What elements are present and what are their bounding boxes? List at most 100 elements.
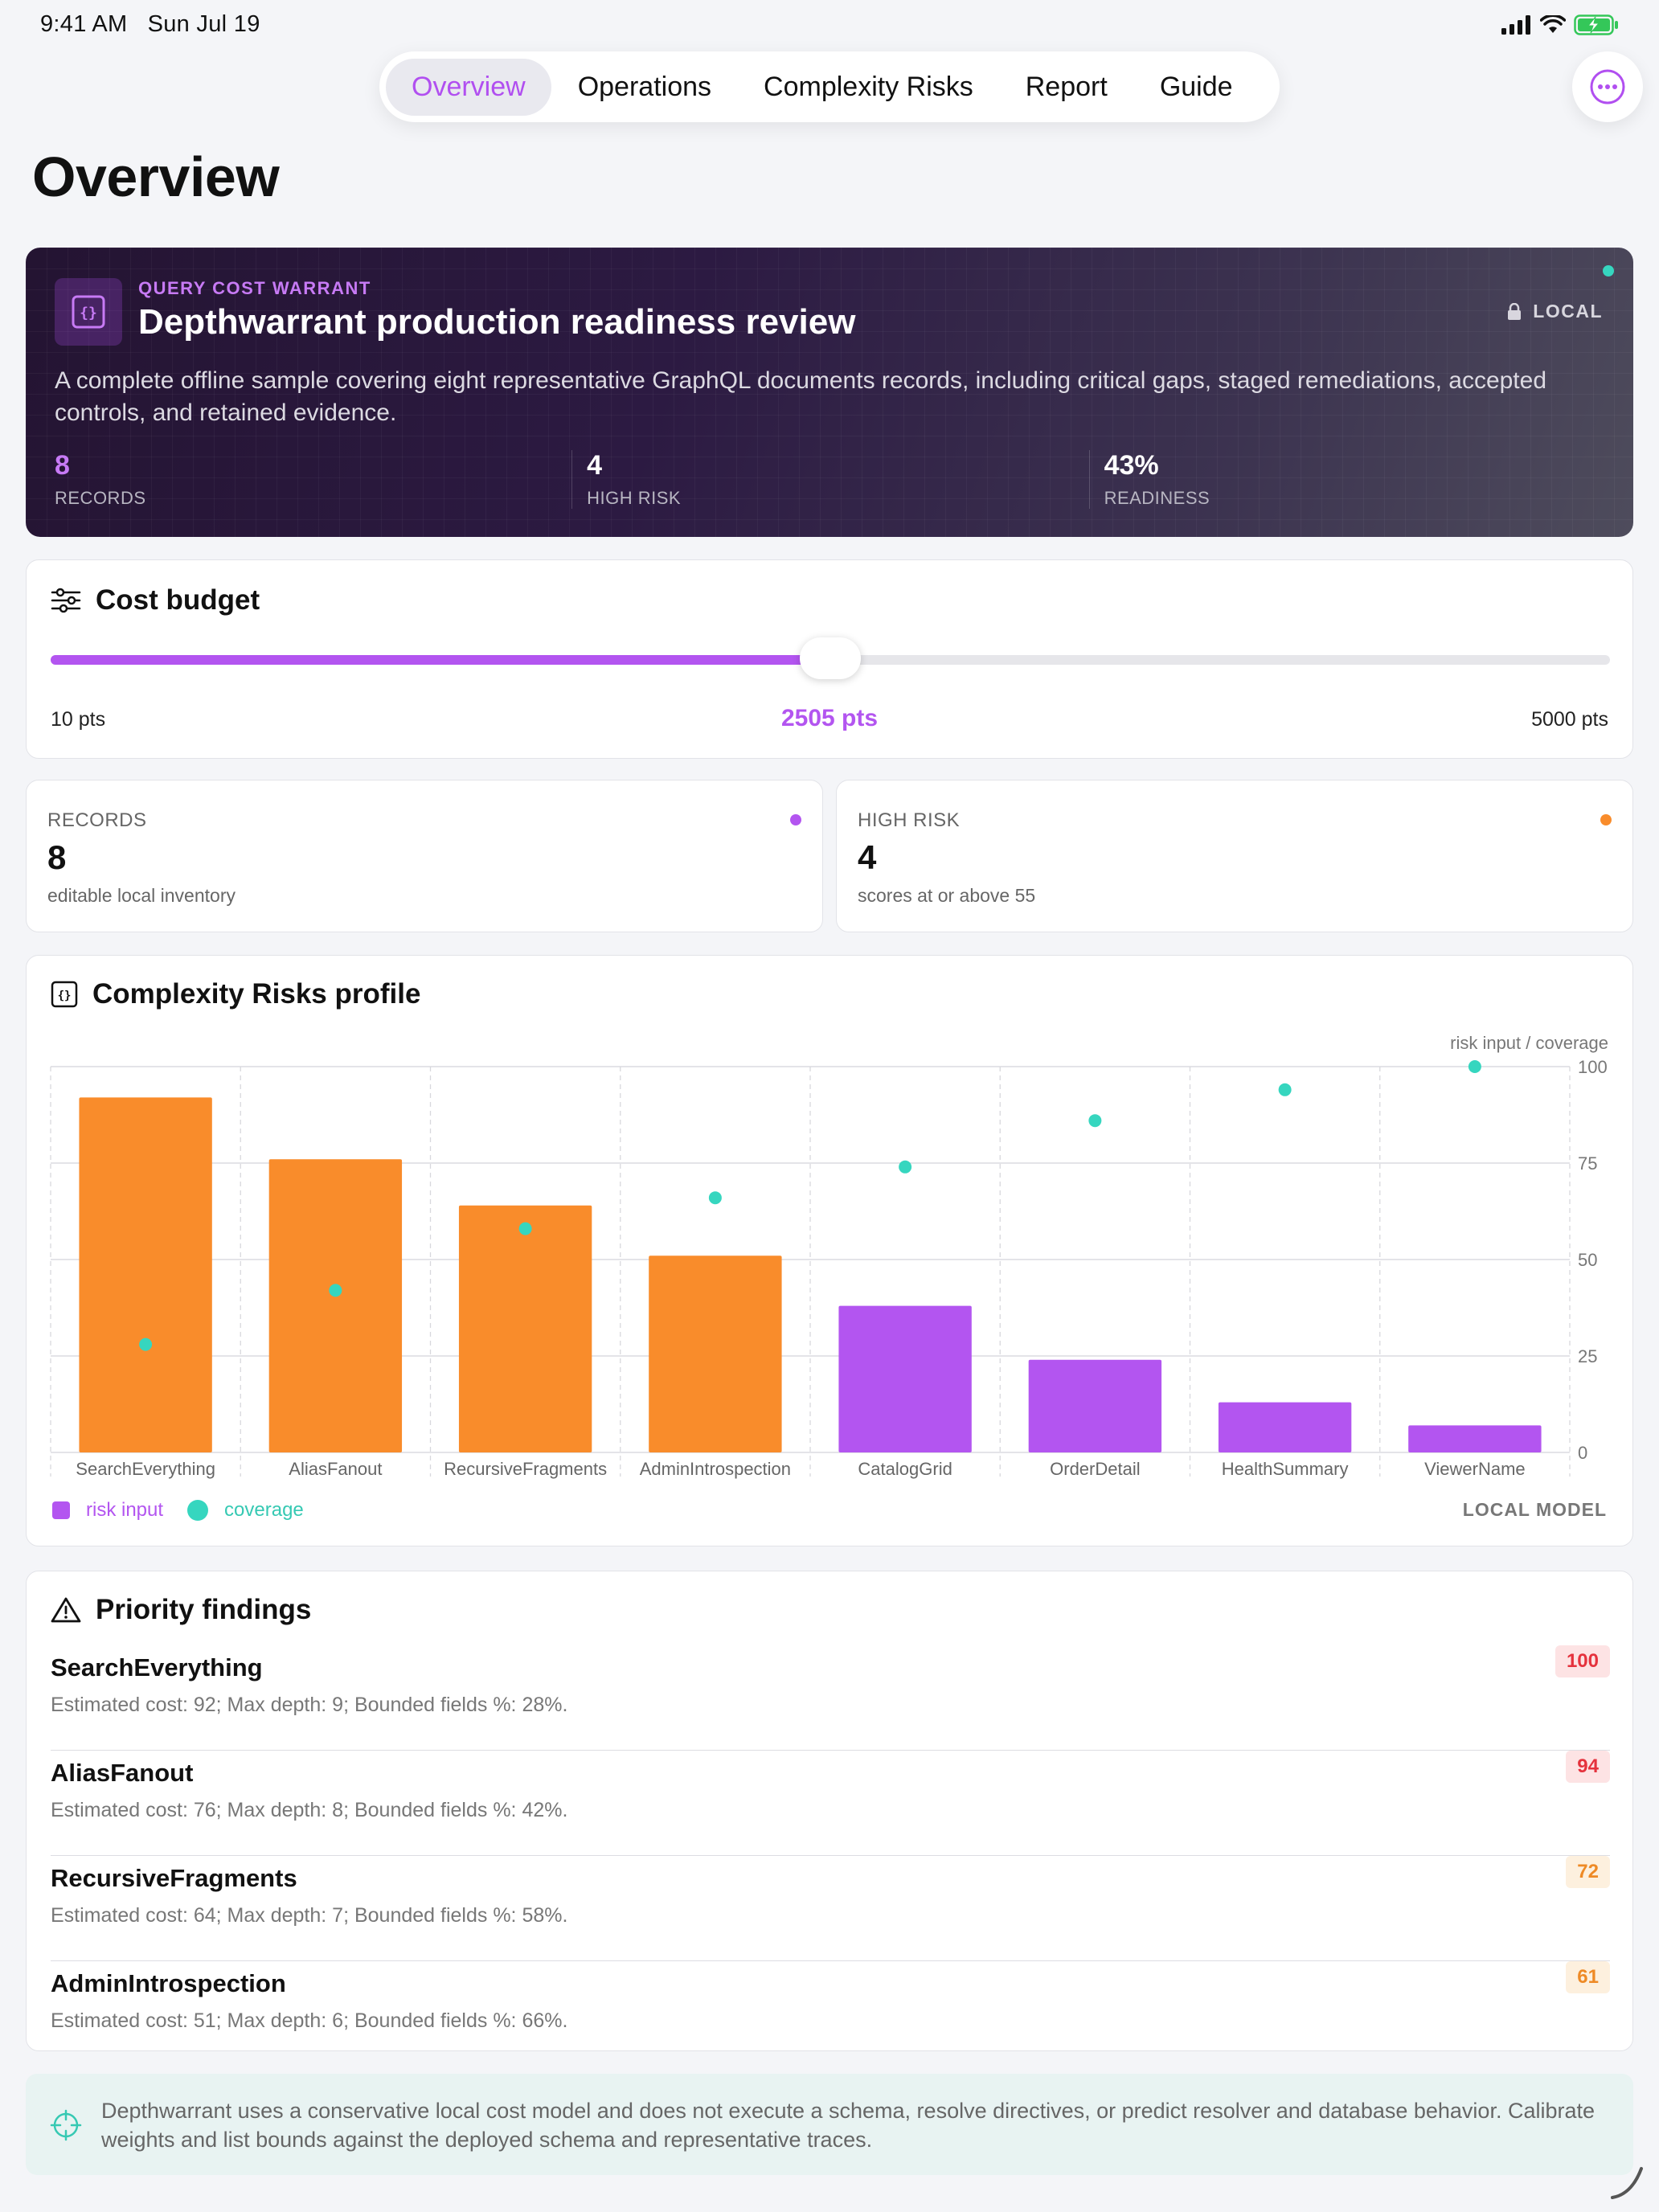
tab-complexity-risks[interactable]: Complexity Risks — [764, 71, 973, 102]
code-braces-icon: {} — [51, 981, 78, 1008]
finding-score-badge: 94 — [1566, 1751, 1610, 1783]
hero-stat-value: 43% — [1104, 450, 1159, 481]
tab-bar: Overview Operations Complexity Risks Rep… — [379, 51, 1280, 122]
coverage-point-CatalogGrid — [899, 1160, 912, 1174]
y-tick-label: 75 — [1578, 1153, 1597, 1174]
tab-guide[interactable]: Guide — [1159, 71, 1233, 102]
priority-findings-card: Priority findings SearchEverything Estim… — [26, 1571, 1633, 2051]
finding-row[interactable]: AliasFanout Estimated cost: 76; Max dept… — [51, 1751, 1610, 1856]
hero-stat-value: 8 — [55, 450, 70, 481]
tab-report[interactable]: Report — [1025, 71, 1108, 102]
hero-description: A complete offline sample covering eight… — [55, 367, 1547, 426]
cost-budget-title: Cost budget — [96, 584, 260, 616]
complexity-risks-chart: risk input / coverage 0 25 50 75 100 SearchEve… — [50, 1033, 1608, 1479]
status-icons — [1501, 14, 1619, 35]
stat-label: HIGH RISK — [858, 809, 961, 831]
bar-AdminIntrospection — [649, 1256, 782, 1452]
coverage-point-SearchEverything — [139, 1337, 153, 1351]
status-clock: 9:41 AM — [40, 11, 128, 37]
budget-current-value: 2505 pts — [780, 705, 879, 731]
stat-value: 8 — [47, 838, 67, 876]
budget-slider-fill — [51, 655, 830, 665]
resize-handle-icon[interactable] — [1608, 2162, 1648, 2202]
divider — [51, 1750, 1610, 1751]
x-tick-label: AdminIntrospection — [640, 1459, 791, 1479]
x-tick-label: OrderDetail — [1050, 1459, 1140, 1479]
chart-header: {} Complexity Risks profile — [51, 978, 420, 1010]
budget-slider[interactable] — [51, 637, 1610, 679]
cost-budget-header: Cost budget — [51, 584, 260, 616]
finding-row[interactable]: RecursiveFragments Estimated cost: 64; M… — [51, 1856, 1610, 1961]
finding-row[interactable]: AdminIntrospection Estimated cost: 51; M… — [51, 1961, 1610, 2067]
chart-axis-title: risk input / coverage — [1450, 1033, 1608, 1053]
cellular-signal-icon — [1501, 15, 1530, 35]
tab-operations[interactable]: Operations — [577, 71, 712, 102]
bar-CatalogGrid — [838, 1305, 972, 1452]
disclaimer-note: Depthwarrant uses a conservative local c… — [26, 2074, 1633, 2175]
legend-item-risk-input: risk input — [52, 1499, 163, 1522]
hero-stat-label: HIGH RISK — [587, 488, 682, 508]
status-date: Sun Jul 19 — [147, 11, 260, 37]
code-braces-icon: {} — [72, 295, 105, 329]
x-tick-label: ViewerName — [1424, 1459, 1526, 1479]
finding-score-badge: 61 — [1566, 1961, 1610, 1993]
finding-name: AliasFanout — [51, 1759, 194, 1787]
hero-stat-label: RECORDS — [55, 488, 146, 508]
hero-eyebrow: QUERY COST WARRANT — [138, 278, 371, 298]
local-badge-label: LOCAL — [1533, 301, 1603, 322]
finding-name: AdminIntrospection — [51, 1969, 286, 1997]
svg-text:{}: {} — [80, 305, 97, 322]
coverage-point-RecursiveFragments — [518, 1222, 532, 1235]
y-tick-label: 0 — [1578, 1443, 1587, 1463]
finding-row[interactable]: SearchEverything Estimated cost: 92; Max… — [51, 1645, 1610, 1751]
stat-label: RECORDS — [47, 809, 147, 831]
coverage-point-HealthSummary — [1278, 1083, 1292, 1096]
local-badge: LOCAL — [1507, 301, 1603, 322]
more-button[interactable] — [1572, 51, 1643, 122]
x-tick-label: AliasFanout — [289, 1459, 382, 1479]
svg-text:{}: {} — [58, 989, 72, 1002]
divider — [51, 1960, 1610, 1961]
legend-label: risk input — [86, 1499, 164, 1521]
lock-icon — [1508, 302, 1522, 320]
x-tick-label: CatalogGrid — [858, 1459, 952, 1479]
y-tick-label: 50 — [1578, 1250, 1597, 1270]
chart-title: Complexity Risks profile — [92, 978, 421, 1010]
x-tick-label: HealthSummary — [1222, 1459, 1349, 1479]
finding-detail: Estimated cost: 51; Max depth: 6; Bounde… — [51, 2009, 568, 2032]
finding-detail: Estimated cost: 64; Max depth: 7; Bounde… — [51, 1904, 568, 1927]
finding-name: SearchEverything — [51, 1653, 263, 1682]
tab-overview[interactable]: Overview — [386, 58, 551, 116]
hero-grid-pattern — [26, 248, 1633, 537]
battery-charging-icon — [1574, 14, 1618, 35]
coverage-point-AliasFanout — [329, 1284, 342, 1297]
bar-RecursiveFragments — [458, 1205, 592, 1452]
hero-stat-records: 8 RECORDS — [55, 450, 571, 509]
stat-dot — [1600, 814, 1612, 825]
x-tick-label: RecursiveFragments — [444, 1459, 607, 1479]
status-bar: 9:41 AM Sun Jul 19 — [0, 0, 1659, 51]
x-tick-label: SearchEverything — [76, 1459, 215, 1479]
status-time: 9:41 AM Sun Jul 19 — [40, 11, 260, 38]
stat-sublabel: scores at or above 55 — [858, 885, 1036, 906]
page-title: Overview — [32, 145, 280, 208]
cost-budget-card: Cost budget 10 pts 2505 pts 5000 pts — [26, 559, 1633, 759]
bar-OrderDetail — [1028, 1359, 1162, 1452]
hero-stat-value: 4 — [587, 450, 603, 481]
y-tick-label: 100 — [1578, 1057, 1608, 1077]
local-model-label: LOCAL MODEL — [1462, 1499, 1607, 1520]
bar-ViewerName — [1408, 1425, 1542, 1452]
hero-status-dot — [1603, 265, 1614, 276]
divider — [51, 1855, 1610, 1856]
warning-icon — [51, 1597, 81, 1623]
legend-dot — [187, 1500, 209, 1521]
finding-score-badge: 100 — [1555, 1645, 1610, 1677]
finding-score-badge: 72 — [1566, 1856, 1610, 1888]
sliders-icon — [51, 588, 81, 613]
crosshair-icon — [50, 2109, 82, 2141]
chart-legend: risk input coverage — [52, 1499, 328, 1522]
budget-slider-thumb[interactable] — [800, 637, 861, 679]
wifi-icon — [1540, 15, 1566, 33]
coverage-point-ViewerName — [1468, 1060, 1481, 1073]
records-stat-card: RECORDS 8 editable local inventory — [26, 780, 823, 932]
